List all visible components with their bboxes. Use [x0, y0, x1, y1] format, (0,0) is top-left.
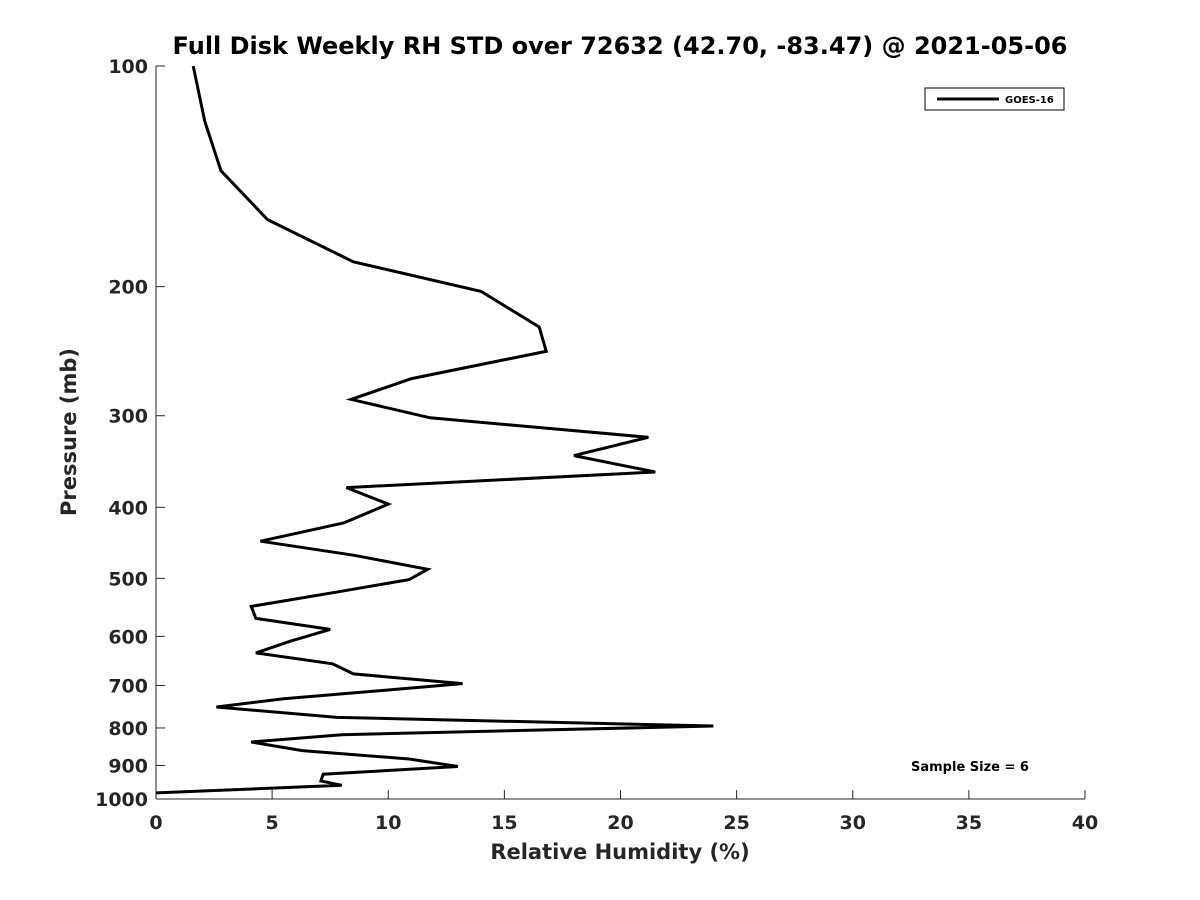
- x-tick-label: 30: [840, 812, 866, 834]
- legend: GOES-16: [924, 87, 1065, 111]
- x-tick-label: 0: [149, 812, 162, 834]
- sample-size-annotation: Sample Size = 6: [911, 760, 1029, 775]
- x-tick-label: 5: [266, 812, 279, 834]
- x-tick-label: 35: [956, 812, 982, 834]
- x-tick-label: 10: [375, 812, 401, 834]
- y-tick-label: 300: [108, 406, 148, 428]
- legend-entry-goes-16: GOES-16: [1005, 95, 1054, 106]
- y-tick-label: 100: [108, 56, 148, 78]
- x-tick-label: 40: [1072, 812, 1098, 834]
- y-tick-label: 500: [108, 568, 148, 590]
- y-tick-label: 200: [108, 277, 148, 299]
- x-tick-label: 15: [491, 812, 517, 834]
- y-tick-label: 800: [108, 718, 148, 740]
- axes: [155, 66, 1085, 800]
- y-tick-label: 600: [108, 626, 148, 648]
- y-axis-label: Pressure (mb): [57, 348, 81, 516]
- goes-16-series-line: [155, 65, 714, 795]
- y-tick-label: 900: [108, 755, 148, 777]
- x-axis-label: Relative Humidity (%): [490, 840, 749, 864]
- x-tick-label: 25: [723, 812, 749, 834]
- y-tick-label: 400: [108, 497, 148, 519]
- y-tick-label: 1000: [95, 789, 148, 811]
- chart-title: Full Disk Weekly RH STD over 72632 (42.7…: [173, 32, 1068, 60]
- tick-group: 0 5 10 15 20 25 30 35 40 100 200 300 400 500 600 700 800…: [95, 56, 1098, 834]
- data-points: [156, 66, 714, 793]
- y-tick-label: 700: [108, 675, 148, 697]
- x-tick-label: 20: [607, 812, 633, 834]
